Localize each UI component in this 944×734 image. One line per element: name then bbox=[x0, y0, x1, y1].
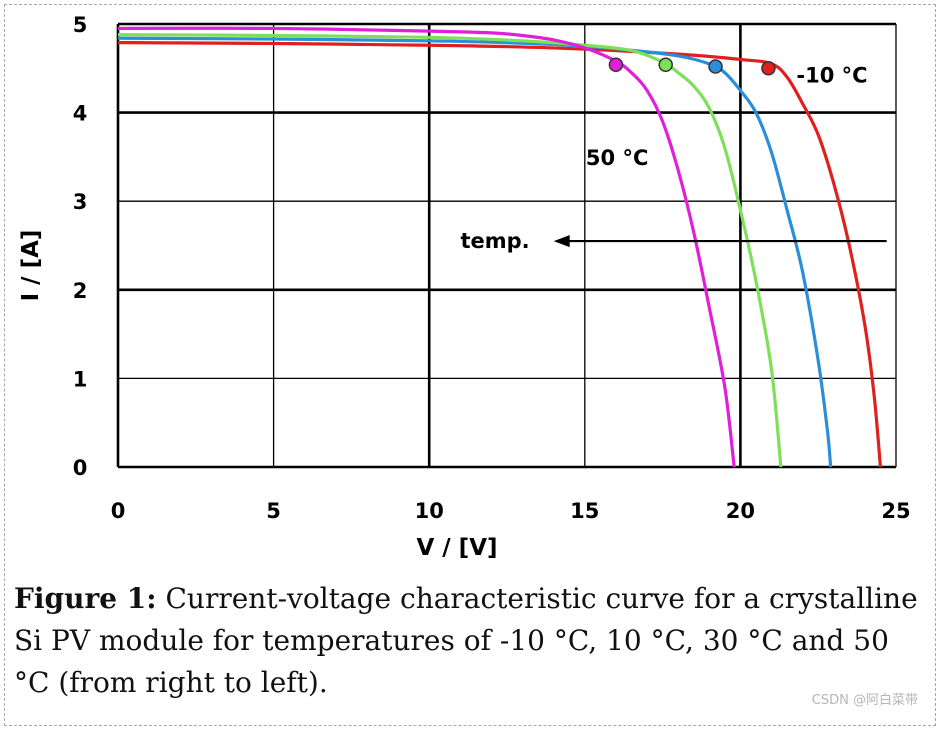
mpp-markers bbox=[608, 57, 776, 76]
watermark: CSDN @阿白菜带 bbox=[811, 693, 918, 708]
mpp-marker-0 bbox=[761, 61, 776, 76]
y-tick-label: 2 bbox=[73, 279, 88, 303]
caption-text: Current-voltage characteristic curve for… bbox=[14, 582, 918, 699]
y-tick-label: 5 bbox=[73, 13, 88, 37]
mpp-marker-3 bbox=[608, 57, 624, 73]
series-line-0 bbox=[117, 41, 883, 468]
temp-label-3: 50 °C bbox=[586, 146, 648, 170]
tick-labels: 0 5 10 15 20 25 0 1 2 3 4 5 bbox=[73, 13, 911, 523]
x-tick-label: 5 bbox=[266, 499, 281, 523]
x-tick-label: 10 bbox=[415, 499, 444, 523]
x-tick-label: 15 bbox=[570, 499, 599, 523]
y-tick-label: 4 bbox=[73, 102, 88, 126]
temp-arrow-head bbox=[553, 235, 570, 248]
temp-arrow-label: temp. bbox=[460, 229, 529, 253]
mpp-marker-2 bbox=[658, 57, 673, 73]
y-tick-label: 3 bbox=[73, 190, 88, 214]
y-axis-label: I / [A] bbox=[18, 230, 44, 302]
chart-grid bbox=[116, 22, 897, 469]
series-line-1 bbox=[117, 36, 833, 468]
figure-caption: Figure 1: Current-voltage characteristic… bbox=[14, 578, 926, 704]
series-line-3 bbox=[117, 26, 736, 468]
x-axis-label: V / [V] bbox=[416, 535, 497, 561]
x-tick-label: 0 bbox=[111, 499, 126, 523]
series-line-2 bbox=[117, 33, 783, 468]
y-tick-label: 0 bbox=[73, 456, 88, 480]
caption-prefix: Figure 1: bbox=[14, 582, 157, 615]
x-tick-label: 25 bbox=[881, 499, 910, 523]
chart-annotations: -10 °C 50 °C temp. bbox=[460, 63, 887, 253]
figure-frame bbox=[4, 4, 936, 726]
x-tick-label: 20 bbox=[726, 499, 755, 523]
mpp-marker-1 bbox=[708, 59, 723, 74]
y-tick-label: 1 bbox=[73, 367, 88, 391]
temp-label-0: -10 °C bbox=[796, 63, 867, 87]
iv-chart: 0 5 10 15 20 25 0 1 2 3 4 5 V / [V] I / [A] -10 °C 5… bbox=[18, 13, 911, 561]
